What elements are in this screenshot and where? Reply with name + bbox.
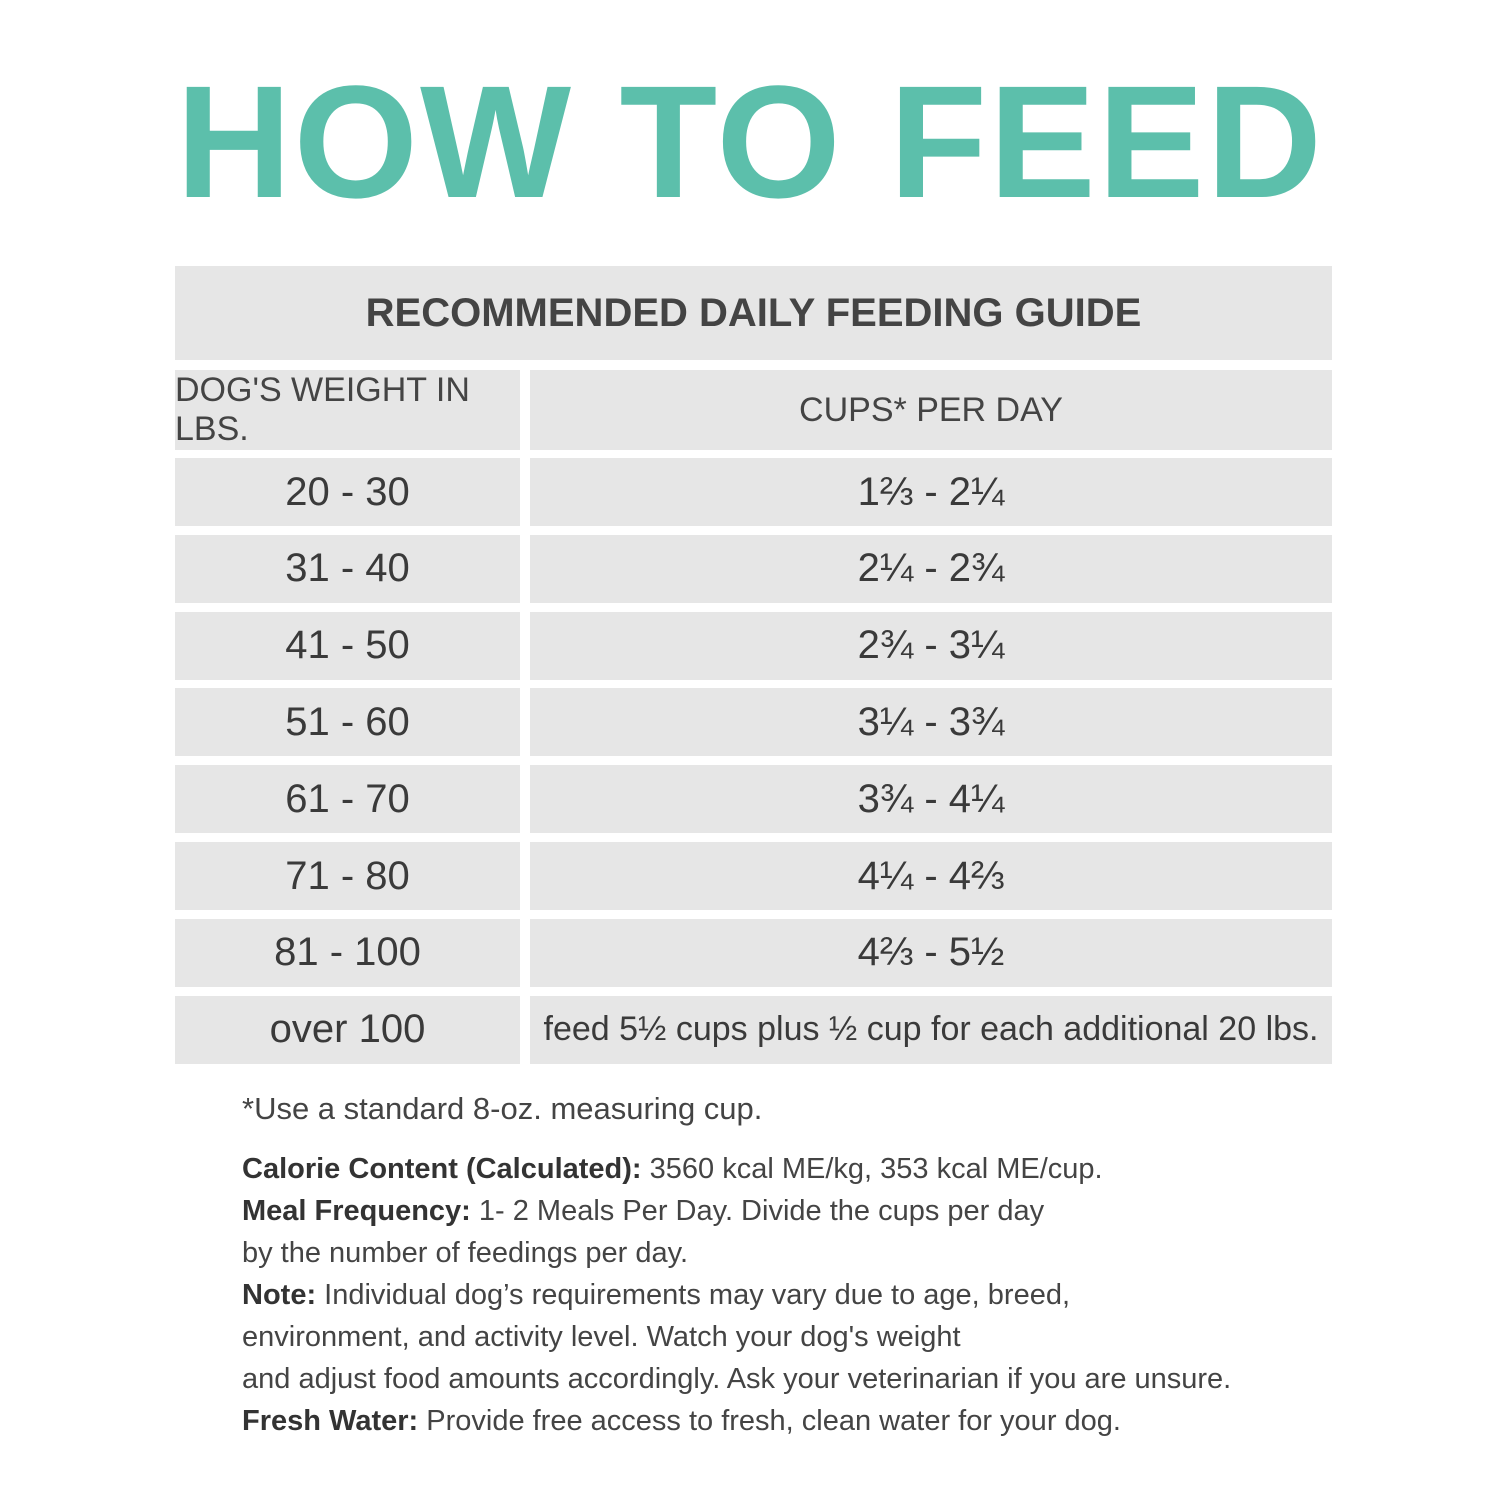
note-label: Fresh Water: xyxy=(242,1405,419,1437)
weight-cell: 41 - 50 xyxy=(175,611,520,680)
footnote: *Use a standard 8-oz. measuring cup. xyxy=(242,1091,763,1126)
cups-cell: feed 5½ cups plus ½ cup for each additio… xyxy=(530,995,1332,1064)
column-header: CUPS* PER DAY xyxy=(530,370,1332,450)
weight-cell: 61 - 70 xyxy=(175,765,520,834)
notes-list: Calorie Content (Calculated): 3560 kcal … xyxy=(242,1148,1392,1442)
cups-cell: 3¼ - 3¾ xyxy=(530,688,1332,757)
cups-cell: 1⅔ - 2¼ xyxy=(530,458,1332,526)
weight-cell: 20 - 30 xyxy=(175,458,520,526)
page-title: HOW TO FEED xyxy=(176,52,1324,231)
cups-cell: 4¼ - 4⅔ xyxy=(530,842,1332,910)
note-text: Individual dog’s requirements may vary d… xyxy=(242,1279,1232,1395)
table-title: RECOMMENDED DAILY FEEDING GUIDE xyxy=(175,266,1332,360)
note: Meal Frequency: 1- 2 Meals Per Day. Divi… xyxy=(242,1190,1392,1274)
weight-cell: 81 - 100 xyxy=(175,918,520,987)
note-label: Note: xyxy=(242,1279,317,1311)
cups-cell: 2¼ - 2¾ xyxy=(530,534,1332,603)
notes: *Use a standard 8-oz. measuring cup. Cal… xyxy=(242,1088,1392,1442)
column-header: DOG'S WEIGHT IN LBS. xyxy=(175,370,520,450)
cups-cell: 4⅔ - 5½ xyxy=(530,918,1332,987)
weight-cell: over 100 xyxy=(175,995,520,1064)
cups-cell: 3¾ - 4¼ xyxy=(530,765,1332,834)
note: Fresh Water: Provide free access to fres… xyxy=(242,1400,1392,1442)
weight-cell: 71 - 80 xyxy=(175,842,520,910)
note-text: 3560 kcal ME/kg, 353 kcal ME/cup. xyxy=(641,1153,1103,1185)
note: Note: Individual dog’s requirements may … xyxy=(242,1274,1392,1400)
note-label: Calorie Content (Calculated): xyxy=(242,1153,642,1185)
weight-cell: 51 - 60 xyxy=(175,688,520,757)
note: Calorie Content (Calculated): 3560 kcal … xyxy=(242,1148,1392,1190)
weight-cell: 31 - 40 xyxy=(175,534,520,603)
note-text: Provide free access to fresh, clean wate… xyxy=(418,1405,1121,1437)
note-label: Meal Frequency: xyxy=(242,1195,471,1227)
cups-cell: 2¾ - 3¼ xyxy=(530,611,1332,680)
note-text: 1- 2 Meals Per Day. Divide the cups per … xyxy=(242,1195,1045,1269)
